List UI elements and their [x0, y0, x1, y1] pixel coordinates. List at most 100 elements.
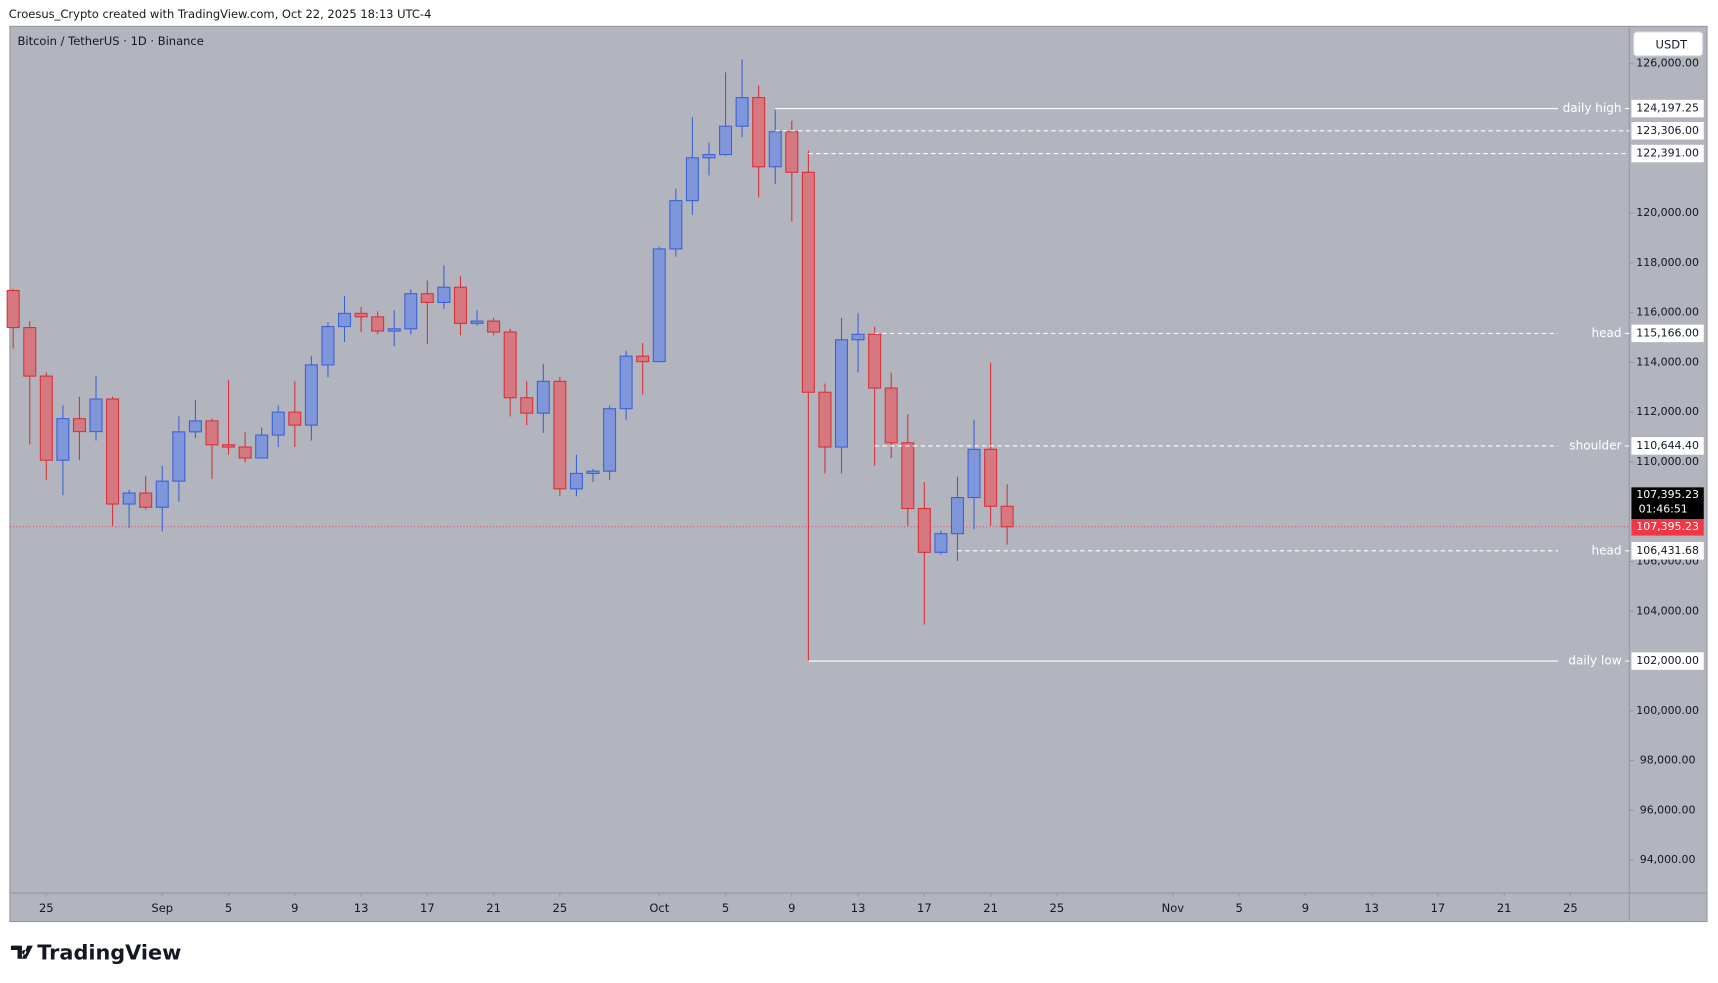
x-tick-label: 25	[1563, 901, 1578, 915]
price-tag	[1631, 144, 1704, 163]
y-tick-label: 98,000.00	[1640, 754, 1696, 767]
credit: Croesus_Crypto created with TradingView.…	[9, 7, 432, 21]
candle-body	[106, 398, 120, 505]
level-name: head	[1592, 543, 1622, 557]
candle-body	[487, 320, 501, 333]
price-tag	[1631, 652, 1704, 670]
symbol-title: Bitcoin / TetherUS · 1D · Binance	[18, 34, 204, 48]
candle-body	[453, 286, 467, 324]
y-tick-label: 94,000.00	[1640, 853, 1696, 866]
candle-body	[420, 293, 434, 303]
x-tick-label: 17	[917, 901, 932, 915]
x-tick-label: 13	[354, 901, 369, 915]
y-tick-label: 104,000.00	[1636, 604, 1699, 617]
x-tick-label: 21	[486, 901, 501, 915]
price-tag-label: 110,644.40	[1636, 439, 1699, 452]
x-tick-label: 21	[1497, 901, 1512, 915]
candle-body	[288, 411, 302, 426]
x-tick-label: 9	[1302, 901, 1309, 915]
y-tick-label: 112,000.00	[1636, 405, 1699, 418]
candle-body	[586, 470, 600, 474]
countdown: 01:46:51	[1639, 502, 1688, 515]
x-tick-label: 25	[1050, 901, 1065, 915]
candle-body	[917, 507, 931, 553]
candle-body	[768, 131, 782, 168]
candle-body	[354, 312, 368, 318]
y-tick-label: 118,000.00	[1636, 256, 1699, 269]
candle-body	[669, 200, 683, 250]
candle-body	[636, 355, 650, 363]
currency[interactable]: USDT	[1656, 38, 1689, 52]
candle-body	[569, 472, 583, 490]
level-name: shoulder	[1569, 438, 1621, 452]
x-tick-label: 9	[291, 901, 298, 915]
x-tick-label: 5	[1235, 901, 1242, 915]
x-tick-label: Oct	[649, 901, 669, 915]
x-tick-label: 17	[420, 901, 435, 915]
y-tick-label: 114,000.00	[1636, 355, 1699, 368]
candle-body	[122, 492, 136, 505]
candle-body	[222, 444, 236, 448]
candle-body	[6, 289, 20, 329]
last-price-tag	[1631, 519, 1704, 536]
last-price-label: 107,395.23	[1636, 520, 1699, 533]
candle-body	[503, 331, 517, 399]
price-tag-label: 123,306.00	[1636, 124, 1699, 137]
candle-body	[238, 446, 252, 459]
x-tick-label: Nov	[1162, 901, 1185, 915]
y-tick-label: 100,000.00	[1636, 704, 1699, 717]
candle-body	[603, 408, 617, 472]
logo: TradingView	[10, 940, 181, 964]
candle-body	[155, 480, 169, 508]
candle-body	[23, 327, 37, 377]
level-name: head	[1592, 326, 1622, 340]
candle-body	[801, 171, 815, 393]
countdown-price: 107,395.23	[1636, 488, 1699, 501]
candle-body	[685, 157, 699, 202]
x-tick-label: 25	[553, 901, 568, 915]
price-tag	[1631, 437, 1704, 455]
price-tag-label: 124,197.25	[1636, 102, 1699, 115]
candle-body	[72, 418, 86, 433]
candle-body	[271, 411, 285, 436]
x-tick-label: 5	[225, 901, 232, 915]
price-axis	[1629, 26, 1708, 894]
x-tick-label: Sep	[151, 901, 173, 915]
candle-body	[984, 448, 998, 507]
candle-body	[735, 97, 749, 127]
candle-body	[652, 248, 666, 363]
candle-body	[1000, 505, 1014, 528]
x-tick-label: 9	[788, 901, 795, 915]
candle-body	[934, 533, 948, 553]
x-tick-label: 13	[851, 901, 866, 915]
candle-body	[752, 97, 766, 168]
candle-body	[901, 442, 915, 510]
x-tick-label: 17	[1431, 901, 1446, 915]
candle-body	[950, 497, 964, 535]
price-tag-label: 115,166.00	[1636, 326, 1699, 339]
candle-body	[834, 339, 849, 448]
candle-body	[337, 312, 352, 328]
candle-body	[139, 492, 153, 508]
candle-body	[868, 333, 882, 389]
currency-button[interactable]	[1633, 31, 1704, 57]
candle-body	[719, 125, 733, 156]
plot-area	[9, 26, 1630, 894]
logo-mark	[10, 945, 33, 959]
candle-body	[818, 391, 832, 448]
candle-body	[56, 418, 70, 461]
candle-body	[172, 431, 186, 482]
countdown-tag	[1631, 487, 1704, 520]
frame	[9, 25, 1708, 923]
y-tick-label: 96,000.00	[1640, 803, 1696, 816]
candle-body	[188, 420, 202, 433]
candle-body	[205, 420, 219, 446]
candle-body	[437, 286, 451, 303]
candle-body	[967, 448, 981, 499]
candle-body	[702, 154, 716, 159]
price-tag-label: 106,431.68	[1636, 544, 1699, 557]
x-tick-label: 25	[39, 901, 54, 915]
candle-body	[785, 131, 799, 173]
